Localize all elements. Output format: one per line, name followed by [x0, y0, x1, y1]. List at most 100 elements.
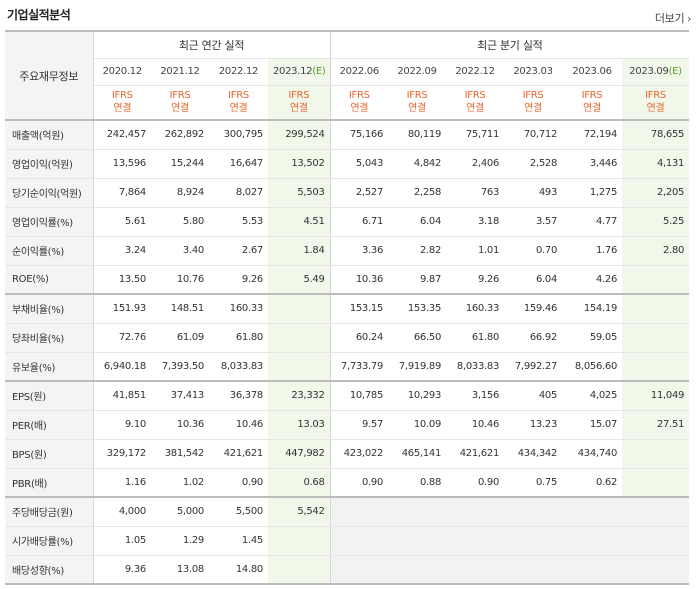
ifrs-label: IFRS — [288, 90, 310, 102]
value-cell: 2.80 — [622, 236, 690, 266]
row-label: ROE(%) — [5, 265, 94, 295]
value-cell: 5,043 — [330, 149, 389, 179]
period-label: 2021.12 — [160, 66, 200, 77]
value-cell — [504, 526, 563, 556]
table-row: 순이익률(%) 3.24 3.40 2.67 1.84 3.36 2.82 1.01 0.70 1… — [5, 236, 690, 266]
table-row: 당기순이익(억원) 7,864 8,924 8,027 5,503 2,527 2,258 7… — [5, 178, 690, 208]
value-cell: 6,940.18 — [93, 352, 151, 382]
value-cell: 160.33 — [446, 294, 505, 324]
consolidated-label: 연결 — [229, 103, 248, 115]
more-link-label: 더보기 — [654, 12, 685, 25]
period-quarter-3: 2023.03 — [504, 58, 563, 86]
value-cell: 5,500 — [209, 497, 268, 527]
table-row: 매출액(억원) 242,457 262,892 300,795 299,524 75,16… — [5, 119, 690, 150]
value-cell: 78,655 — [622, 119, 690, 150]
value-cell: 5.80 — [151, 207, 209, 237]
value-cell — [330, 555, 389, 585]
value-cell: 2,527 — [330, 178, 389, 208]
value-cell: 3.24 — [93, 236, 151, 266]
ifrs-label: IFRS — [581, 90, 603, 102]
value-cell: 5,503 — [268, 178, 331, 208]
value-cell: 0.88 — [388, 468, 447, 498]
value-cell: 7,733.79 — [330, 352, 389, 382]
consolidated-label: 연결 — [524, 103, 542, 115]
value-cell — [446, 526, 505, 556]
section-title: 기업실적분석 — [7, 8, 71, 22]
row-label: 순이익률(%) — [5, 236, 94, 266]
table-row: BPS(원) 329,172 381,542 421,621 447,982 423,02… — [5, 439, 690, 469]
value-cell — [562, 555, 623, 585]
table-row: 시가배당률(%) 1.05 1.29 1.45 — [5, 526, 690, 556]
value-cell: 5.49 — [268, 265, 331, 295]
period-label: 2022.06 — [339, 66, 380, 77]
value-cell: 1.16 — [93, 468, 151, 498]
value-cell: 300,795 — [209, 119, 268, 150]
ifrs-cell: IFRS 연결 — [151, 85, 209, 121]
period-label: 2022.12 — [455, 66, 495, 77]
value-cell: 421,621 — [446, 439, 505, 469]
value-cell: 2,406 — [446, 149, 505, 179]
value-cell: 1.45 — [209, 526, 268, 556]
value-cell: 72.76 — [93, 323, 151, 353]
value-cell: 148.51 — [151, 294, 209, 324]
value-cell — [622, 468, 690, 498]
ifrs-label: IFRS — [406, 90, 428, 102]
value-cell: 1,275 — [562, 178, 623, 208]
value-cell: 0.62 — [562, 468, 623, 498]
financial-table: 주요재무정보 최근 연간 실적 최근 분기 실적 2020.12 2021.12 2… — [5, 30, 690, 585]
value-cell: 13.23 — [504, 410, 563, 440]
value-cell: 36,378 — [209, 381, 268, 411]
ifrs-label: IFRS — [169, 90, 191, 102]
ifrs-cell: IFRS 연결 — [446, 85, 505, 121]
value-cell: 10.36 — [151, 410, 209, 440]
value-cell — [622, 497, 690, 527]
value-cell: 0.70 — [504, 236, 563, 266]
value-cell: 153.15 — [330, 294, 389, 324]
ifrs-label: IFRS — [228, 90, 249, 102]
consolidated-label: 연결 — [171, 103, 189, 115]
row-label: EPS(원) — [5, 381, 94, 411]
value-cell: 60.24 — [330, 323, 389, 353]
value-cell: 465,141 — [388, 439, 447, 469]
table-row: 유보율(%) 6,940.18 7,393.50 8,033.83 7,733.79 7,… — [5, 352, 690, 382]
row-label: 영업이익(억원) — [5, 149, 94, 179]
consolidated-label: 연결 — [646, 103, 665, 115]
more-link[interactable]: 더보기 › — [655, 10, 691, 26]
value-cell: 3,156 — [446, 381, 505, 411]
period-label: 2022.09 — [397, 66, 437, 77]
value-cell: 434,342 — [504, 439, 563, 469]
value-cell: 4.26 — [562, 265, 623, 295]
value-cell: 4.51 — [268, 207, 331, 237]
table-row: PBR(배) 1.16 1.02 0.90 0.68 0.90 0.88 0.90 0.75 0.… — [5, 468, 690, 498]
value-cell: 11,049 — [622, 381, 690, 411]
estimate-mark: (E) — [668, 66, 683, 77]
value-cell: 4.77 — [562, 207, 623, 237]
ifrs-cell: IFRS 연결 — [622, 85, 690, 121]
row-label: 매출액(억원) — [5, 119, 94, 150]
ifrs-cell: IFRS 연결 — [93, 85, 151, 121]
value-cell: 1.02 — [151, 468, 209, 498]
value-cell: 1.29 — [151, 526, 209, 556]
value-cell — [268, 294, 331, 324]
value-cell: 160.33 — [209, 294, 268, 324]
value-cell: 159.46 — [504, 294, 563, 324]
value-cell: 381,542 — [151, 439, 209, 469]
ifrs-label: IFRS — [522, 90, 544, 102]
value-cell — [388, 526, 447, 556]
value-cell: 10.76 — [151, 265, 209, 295]
value-cell: 2,205 — [622, 178, 690, 208]
period-quarter-1: 2022.09 — [388, 58, 447, 86]
row-label: BPS(원) — [5, 439, 94, 469]
period-label: 2023.12 — [273, 66, 313, 77]
value-cell: 10.46 — [446, 410, 505, 440]
ifrs-cell: IFRS 연결 — [330, 85, 389, 121]
value-cell — [446, 497, 505, 527]
ifrs-label: IFRS — [111, 90, 133, 102]
value-cell — [622, 555, 690, 585]
table-row: 주당배당금(원) 4,000 5,000 5,500 5,542 — [5, 497, 690, 527]
period-annual-2: 2022.12 — [209, 58, 268, 86]
value-cell: 7,864 — [93, 178, 151, 208]
chevron-right-icon: › — [687, 14, 691, 25]
value-cell: 447,982 — [268, 439, 331, 469]
value-cell: 329,172 — [93, 439, 151, 469]
